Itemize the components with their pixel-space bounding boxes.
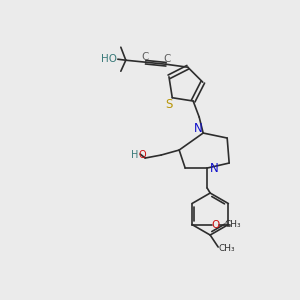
Text: HO: HO: [101, 54, 117, 64]
Text: O: O: [138, 150, 146, 160]
Text: C: C: [163, 54, 170, 64]
Text: N: N: [210, 161, 218, 175]
Text: H: H: [131, 150, 139, 160]
Text: N: N: [194, 122, 203, 134]
Text: O: O: [212, 220, 220, 230]
Text: CH₃: CH₃: [225, 220, 241, 229]
Text: S: S: [166, 98, 173, 111]
Text: C: C: [141, 52, 148, 62]
Text: CH₃: CH₃: [219, 244, 236, 253]
